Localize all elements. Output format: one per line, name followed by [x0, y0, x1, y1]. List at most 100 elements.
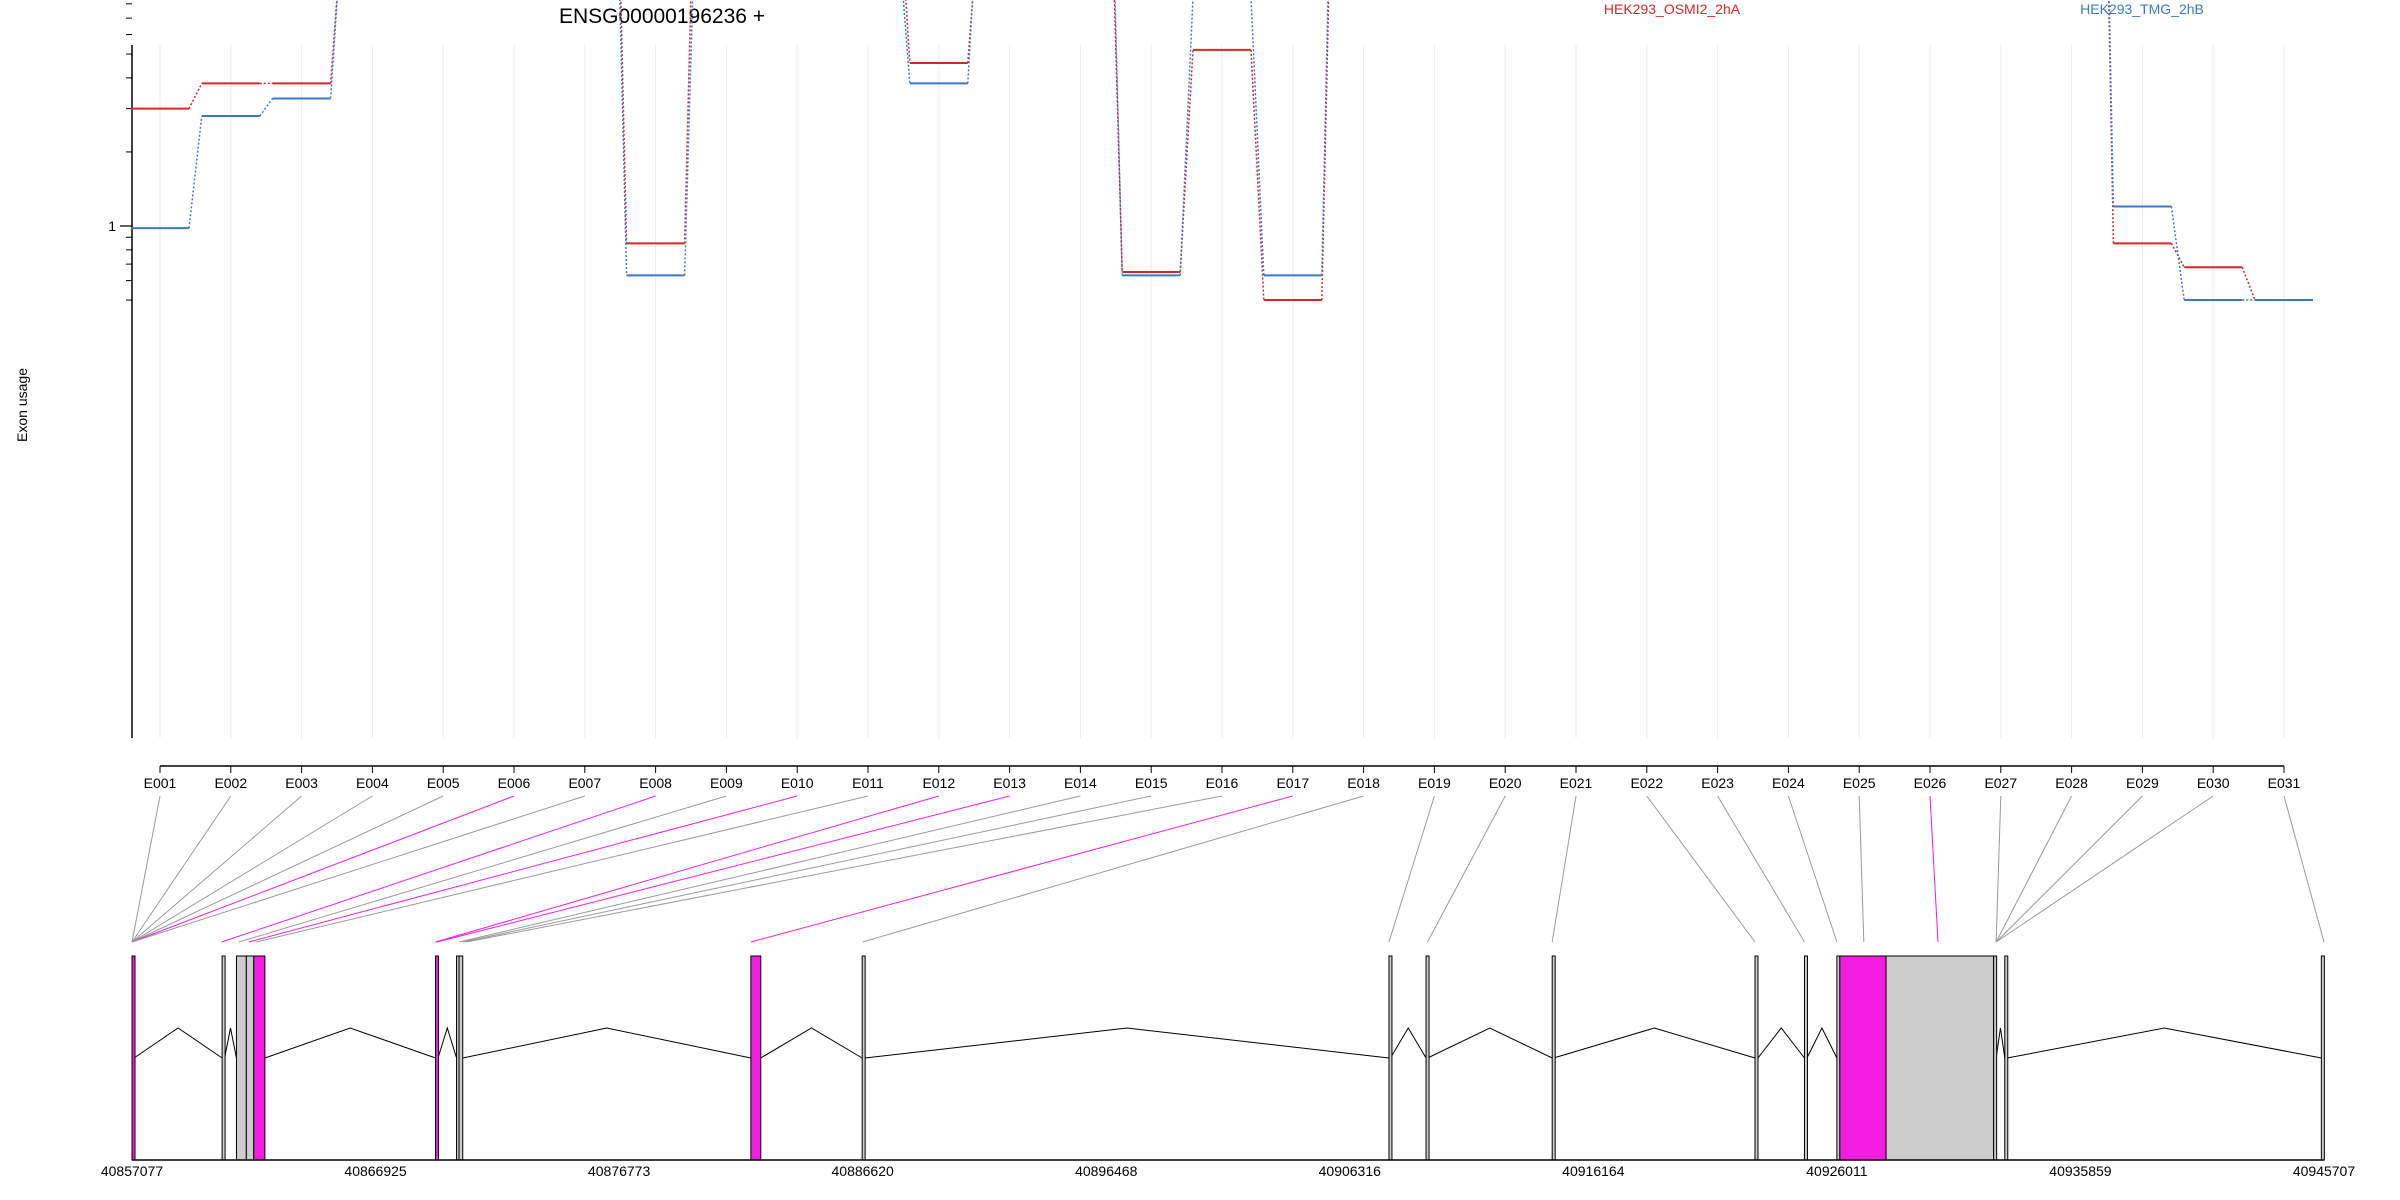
x-tick-label-e021: E021: [1560, 775, 1593, 791]
genomic-tick-label: 40876773: [588, 1163, 651, 1179]
connector-e025: [1858, 795, 1865, 943]
connector-e023: [1717, 795, 1805, 943]
intron-line: [437, 1026, 458, 1059]
x-tick-label-e031: E031: [2268, 775, 2301, 791]
grid-lines: [159, 45, 2285, 738]
y-axis: 110100: [108, 3, 133, 738]
exon-box: [861, 955, 866, 1161]
exon-box: [131, 955, 136, 1161]
series-1-connector: [2241, 266, 2256, 301]
series-2-connector: [259, 98, 274, 117]
exon-box: [750, 955, 762, 1161]
x-tick-label-e019: E019: [1418, 775, 1451, 791]
connector-e012: [435, 795, 939, 943]
connector-e019: [1388, 795, 1435, 943]
x-tick-label-e003: E003: [285, 775, 318, 791]
connector-e031: [2283, 795, 2325, 943]
exon-box: [458, 955, 464, 1161]
connector-e004: [131, 795, 373, 943]
exon-box: [1551, 955, 1556, 1161]
x-tick-label-e001: E001: [144, 775, 177, 791]
series-1-connector: [329, 0, 338, 84]
chart-title: ENSG00000196236 +: [559, 5, 765, 28]
connector-e006: [131, 795, 515, 943]
x-tick-label-e028: E028: [2055, 775, 2088, 791]
x-tick-label-e007: E007: [568, 775, 601, 791]
connector-e018: [862, 795, 1364, 943]
connector-e007: [131, 795, 585, 943]
x-tick-label-e016: E016: [1206, 775, 1239, 791]
x-tick-label-e017: E017: [1276, 775, 1309, 791]
connector-e011: [256, 795, 869, 943]
x-tick-label-e005: E005: [427, 775, 460, 791]
series-lines: [131, 0, 2313, 302]
intron-line: [1427, 1027, 1553, 1059]
series-1-connector: [188, 83, 203, 109]
legend-entry-series-1: HEK293_OSMI2_2hA: [1604, 1, 1741, 17]
x-tick-label-e030: E030: [2197, 775, 2230, 791]
intron-line: [1995, 1027, 2006, 1059]
x-tick-label-e024: E024: [1772, 775, 1805, 791]
y-axis-label: Exon usage: [14, 368, 30, 442]
connector-e016: [466, 795, 1223, 943]
x-tick-label-e006: E006: [498, 775, 531, 791]
x-tick-label-e013: E013: [993, 775, 1026, 791]
connector-e026: [1929, 795, 1939, 943]
x-tick-label-e008: E008: [639, 775, 672, 791]
series-2-connector: [1179, 0, 1194, 276]
exon-box: [1803, 955, 1808, 1161]
x-tick-label-e020: E020: [1489, 775, 1522, 791]
x-tick-label-e002: E002: [214, 775, 247, 791]
intron-line: [760, 1027, 863, 1059]
x-tick-label-e025: E025: [1843, 775, 1876, 791]
series-2-connector: [1321, 0, 1329, 276]
series-2-connector: [188, 115, 203, 229]
connector-e002: [131, 795, 232, 943]
x-tick-label-e023: E023: [1701, 775, 1734, 791]
exon-box: [1425, 955, 1430, 1161]
genomic-tick-label: 40935859: [2049, 1163, 2112, 1179]
exon-box: [1993, 955, 1998, 1161]
intron-line: [1390, 1027, 1427, 1059]
exon-box: [235, 955, 247, 1161]
intron-line: [1553, 1027, 1756, 1059]
intron-line: [133, 1027, 223, 1059]
x-tick-label-e009: E009: [710, 775, 743, 791]
exon-box: [253, 955, 266, 1161]
intron-line: [2007, 1027, 2322, 1059]
series-1-connector: [1250, 49, 1265, 301]
connector-e001: [131, 795, 161, 943]
genomic-tick-label: 40886620: [832, 1163, 895, 1179]
exon-box: [1388, 955, 1393, 1161]
exon-box: [1839, 955, 1887, 1161]
legend-entry-series-2: HEK293_TMG_2hB: [2080, 1, 2204, 17]
connector-e030: [1995, 795, 2214, 943]
genomic-tick-label: 40945707: [2293, 1163, 2356, 1179]
exon-box: [245, 955, 255, 1161]
genomic-tick-label: 40866925: [344, 1163, 407, 1179]
connector-e021: [1551, 795, 1577, 943]
connector-e010: [248, 795, 798, 943]
x-axis: E001 E002 E003 E004 E005 E006 E007 E008 E009 E010…: [144, 765, 2301, 791]
connector-e028: [1995, 795, 2073, 943]
genomic-tick-label: 40916164: [1562, 1163, 1625, 1179]
series-2-connector: [902, 0, 911, 84]
y-tick-label: 1: [108, 218, 116, 234]
connector-e027: [1995, 795, 2002, 943]
gene-model: [131, 955, 2325, 1161]
exon-connector-lines: [131, 795, 2325, 943]
series-2-connector: [2170, 206, 2185, 301]
genomic-tick-label: 40857077: [101, 1163, 164, 1179]
x-tick-label-e029: E029: [2126, 775, 2159, 791]
connector-e014: [458, 795, 1081, 943]
x-tick-label-e010: E010: [781, 775, 814, 791]
connector-e020: [1427, 795, 1506, 943]
exon-box: [435, 955, 440, 1161]
x-tick-label-e027: E027: [1984, 775, 2017, 791]
series-2-connector: [683, 0, 694, 276]
series-2-connector: [619, 0, 628, 276]
genomic-tick-label: 40906316: [1319, 1163, 1382, 1179]
connector-e017: [750, 795, 1293, 943]
series-2-connector: [967, 0, 974, 84]
